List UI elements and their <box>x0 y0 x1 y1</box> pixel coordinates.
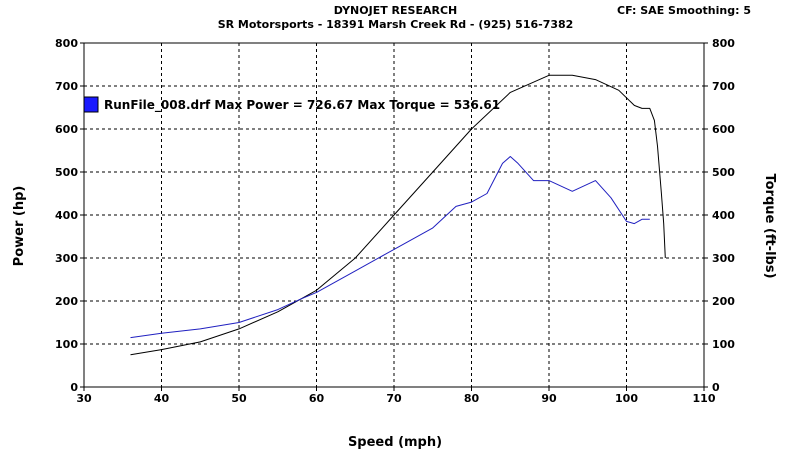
torque-curve <box>130 156 650 339</box>
y-tick-label: 600 <box>55 123 78 136</box>
y-tick-label: 200 <box>55 295 78 308</box>
y-tick-label: 400 <box>55 209 78 222</box>
x-axis-title: Speed (mph) <box>348 435 442 450</box>
chart-title: DYNOJET RESEARCH <box>333 4 458 17</box>
y-tick-label: 0 <box>70 381 78 394</box>
x-tick-label: 70 <box>386 392 402 405</box>
y2-tick-label: 800 <box>712 37 735 50</box>
y2-tick-label: 400 <box>712 209 735 222</box>
chart-subtitle: SR Motorsports - 18391 Marsh Creek Rd - … <box>217 18 574 31</box>
y2-tick-label: 600 <box>712 123 735 136</box>
x-tick-label: 50 <box>231 392 247 405</box>
y-tick-label: 500 <box>55 166 78 179</box>
y2-axis-ticks: 0 100 200 300 400 500 600 700 800 <box>704 37 735 394</box>
x-tick-label: 30 <box>76 392 92 405</box>
y-axis-title: Power (hp) <box>12 186 27 267</box>
series-group <box>130 74 666 356</box>
y2-tick-label: 0 <box>712 381 720 394</box>
y-tick-label: 800 <box>55 37 78 50</box>
y-tick-label: 100 <box>55 338 78 351</box>
y-axis-ticks: 0 100 200 300 400 500 600 700 800 <box>55 37 84 394</box>
y2-axis-title: Torque (ft-lbs) <box>762 173 777 278</box>
legend-entry: RunFile_008.drf Max Power = 726.67 Max T… <box>104 98 500 113</box>
x-tick-label: 90 <box>541 392 557 405</box>
y2-tick-label: 300 <box>712 252 735 265</box>
x-tick-label: 100 <box>615 392 638 405</box>
y2-tick-label: 200 <box>712 295 735 308</box>
y-tick-label: 300 <box>55 252 78 265</box>
y2-tick-label: 700 <box>712 80 735 93</box>
x-tick-label: 60 <box>309 392 325 405</box>
power-curve <box>130 74 666 356</box>
y2-tick-label: 100 <box>712 338 735 351</box>
x-tick-label: 40 <box>154 392 170 405</box>
x-tick-label: 80 <box>464 392 480 405</box>
correction-factor-label: CF: SAE Smoothing: 5 <box>617 4 751 17</box>
x-tick-label: 110 <box>693 392 716 405</box>
x-axis-ticks: 30 40 50 60 70 80 90 100 110 <box>76 387 716 405</box>
y-tick-label: 700 <box>55 80 78 93</box>
legend-swatch <box>83 96 99 113</box>
y2-tick-label: 500 <box>712 166 735 179</box>
